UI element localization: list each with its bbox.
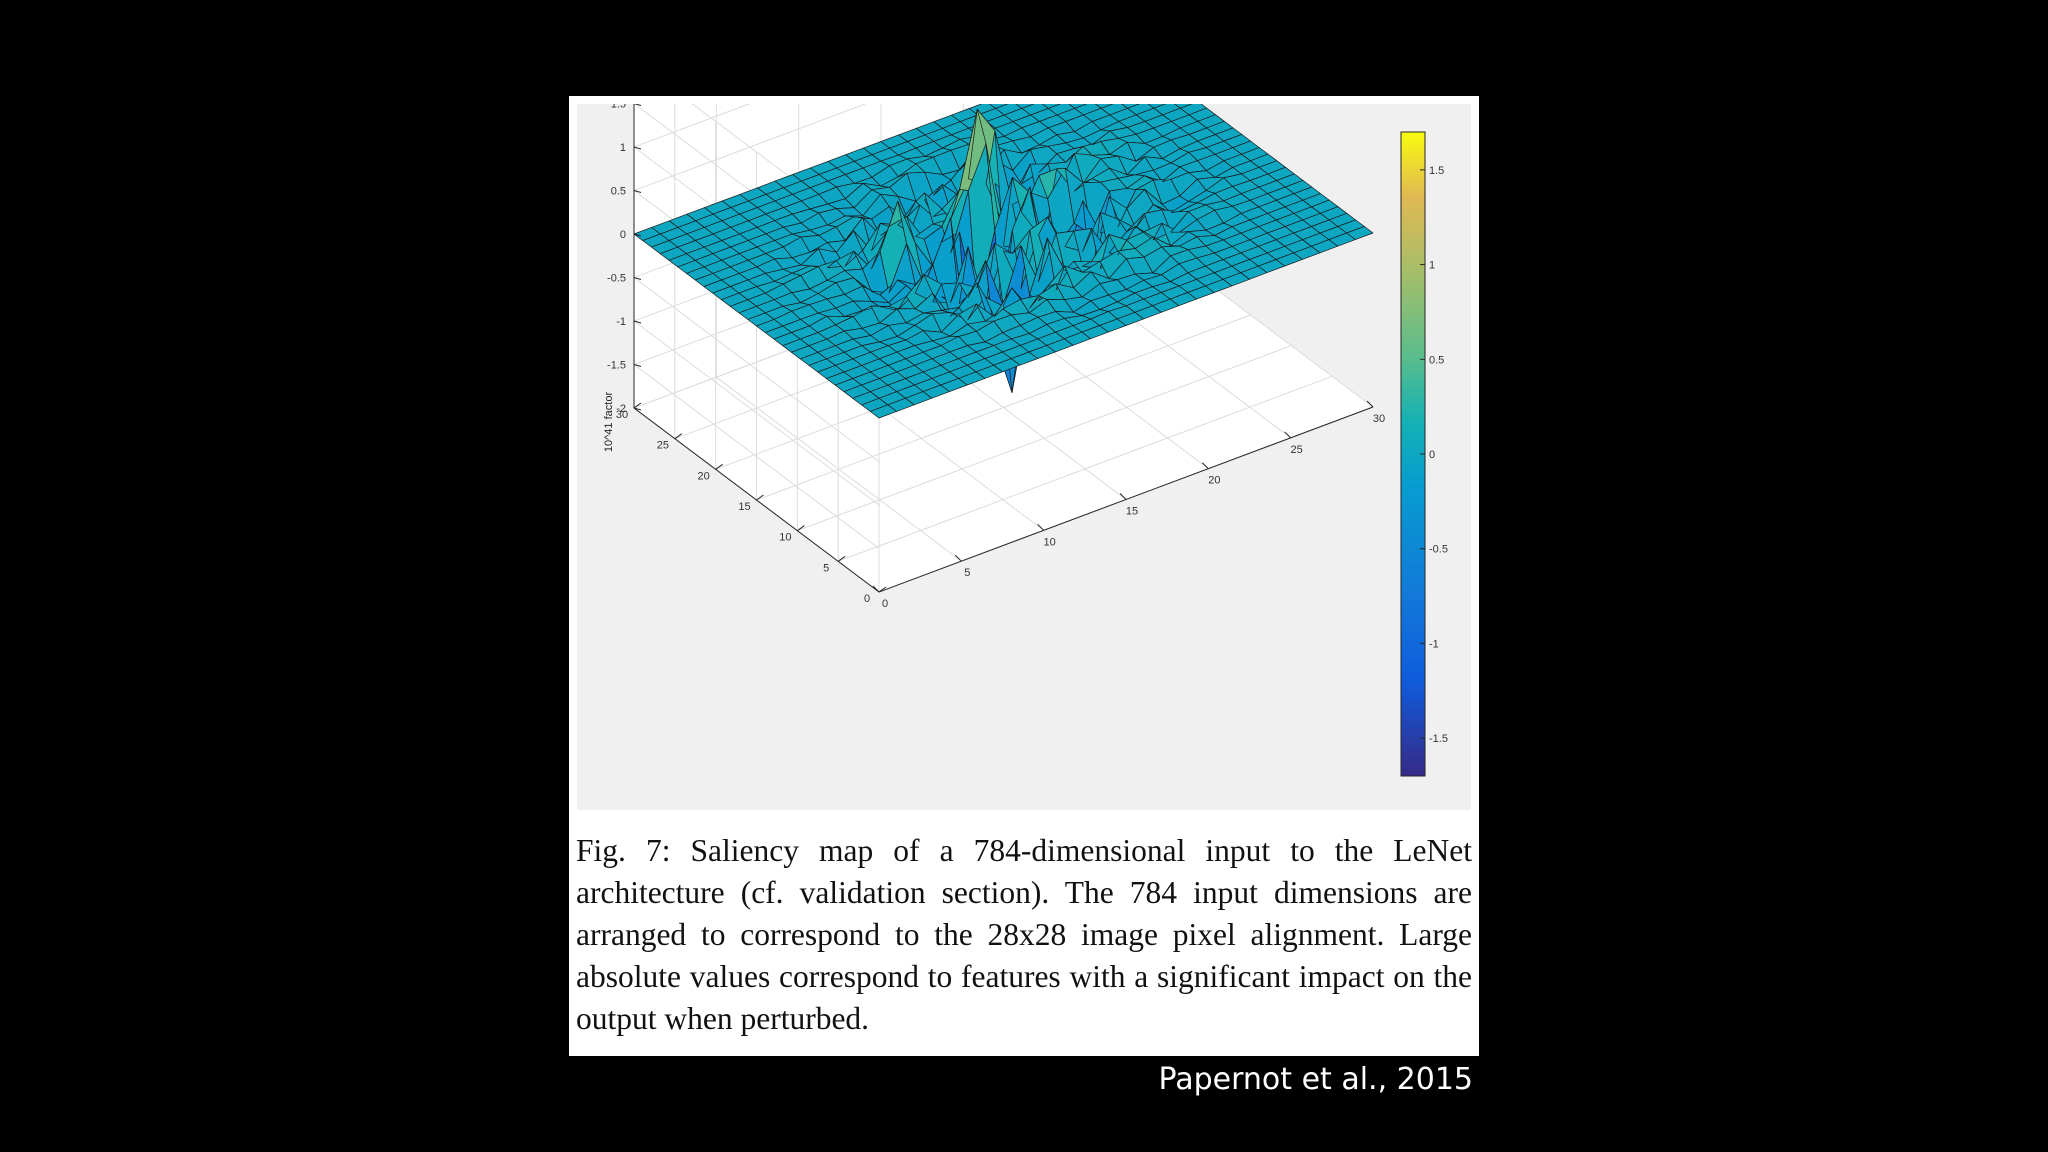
x-tick-label: 30 bbox=[1373, 413, 1385, 425]
y-tick-label: 10 bbox=[779, 532, 791, 544]
y-tick-label: 20 bbox=[698, 470, 710, 482]
surface-plot: -2-1.5-1-0.500.511.520510152025300510152… bbox=[577, 104, 1471, 810]
z-tick-mark bbox=[633, 364, 642, 367]
figure-caption: Fig. 7: Saliency map of a 784-dimensiona… bbox=[576, 833, 1472, 1036]
z-axis-label: 10^41 factor bbox=[603, 392, 615, 453]
grid-wall-left-h bbox=[633, 364, 880, 549]
x-tick-label: 20 bbox=[1208, 475, 1220, 487]
colorbar-tick-label: 0 bbox=[1429, 449, 1435, 461]
z-tick-label: -0.5 bbox=[607, 273, 626, 285]
z-tick-label: -2 bbox=[616, 403, 626, 415]
y-tick-mark bbox=[797, 525, 805, 532]
z-tick-label: 0.5 bbox=[611, 186, 626, 198]
surface-face bbox=[989, 104, 1009, 109]
surface-face bbox=[1068, 104, 1088, 109]
x-tick-mark bbox=[1037, 523, 1045, 531]
grid-wall-left-h bbox=[633, 277, 880, 462]
z-tick-label: 0 bbox=[620, 229, 626, 241]
x-tick-mark bbox=[1366, 400, 1374, 408]
colorbar-tick-label: 0.5 bbox=[1429, 354, 1444, 366]
colorbar-tick-label: 1.5 bbox=[1429, 165, 1444, 177]
z-tick-label: -1.5 bbox=[607, 360, 626, 372]
y-tick-mark bbox=[633, 402, 642, 409]
y-tick-mark bbox=[878, 586, 887, 593]
y-tick-label: 5 bbox=[823, 562, 829, 574]
grid-wall-right-h bbox=[633, 104, 751, 148]
colorbar-tick-label: 1 bbox=[1429, 260, 1435, 272]
surface-face bbox=[1094, 104, 1114, 109]
x-tick-label: 10 bbox=[1044, 536, 1056, 548]
surface-face bbox=[1015, 104, 1035, 109]
x-tick-mark bbox=[1201, 462, 1209, 470]
grid-wall-right-h bbox=[633, 104, 867, 191]
x-tick-mark bbox=[954, 554, 962, 562]
y-tick-label: 15 bbox=[738, 501, 750, 513]
z-tick-mark bbox=[633, 320, 642, 324]
z-tick-mark bbox=[633, 146, 642, 150]
y-tick-mark bbox=[715, 463, 723, 470]
surface-face bbox=[1147, 104, 1167, 109]
y-tick-mark bbox=[756, 494, 764, 501]
surface-face bbox=[1121, 104, 1140, 109]
figure-card: -2-1.5-1-0.500.511.520510152025300510152… bbox=[569, 96, 1479, 1056]
y-tick-label: 0 bbox=[864, 593, 870, 605]
x-tick-label: 5 bbox=[964, 567, 970, 579]
citation: Papernot et al., 2015 bbox=[1158, 1062, 1473, 1097]
colorbar bbox=[1400, 131, 1426, 777]
z-tick-mark bbox=[633, 277, 642, 280]
z-tick-mark bbox=[633, 104, 642, 106]
x-tick-label: 0 bbox=[882, 598, 888, 610]
z-tick-mark bbox=[633, 407, 642, 411]
surface-face bbox=[1174, 104, 1193, 109]
x-tick-mark bbox=[872, 585, 880, 593]
colorbar-tick-label: -0.5 bbox=[1429, 544, 1448, 556]
z-tick-label: -1 bbox=[616, 316, 626, 328]
y-tick-mark bbox=[674, 433, 683, 440]
surface-mesh bbox=[633, 104, 1374, 419]
x-tick-mark bbox=[1284, 431, 1292, 439]
z-tick-mark bbox=[633, 233, 642, 237]
y-tick-mark bbox=[837, 555, 846, 562]
y-tick-label: 30 bbox=[616, 409, 628, 421]
y-tick-label: 25 bbox=[657, 440, 669, 452]
x-tick-mark bbox=[1119, 493, 1127, 500]
grid-wall-left-h bbox=[633, 320, 880, 506]
colorbar-tick-label: -1.5 bbox=[1429, 733, 1448, 745]
x-tick-label: 15 bbox=[1126, 506, 1138, 518]
z-tick-label: 1 bbox=[620, 142, 626, 154]
z-tick-label: 1.5 bbox=[611, 104, 626, 111]
z-tick-mark bbox=[633, 190, 642, 193]
surface-plot-svg: -2-1.5-1-0.500.511.520510152025300510152… bbox=[603, 104, 1448, 777]
x-tick-label: 25 bbox=[1291, 444, 1303, 456]
colorbar-tick-label: -1 bbox=[1429, 638, 1439, 650]
surface-face bbox=[1346, 226, 1374, 240]
surface-face bbox=[1041, 104, 1061, 109]
